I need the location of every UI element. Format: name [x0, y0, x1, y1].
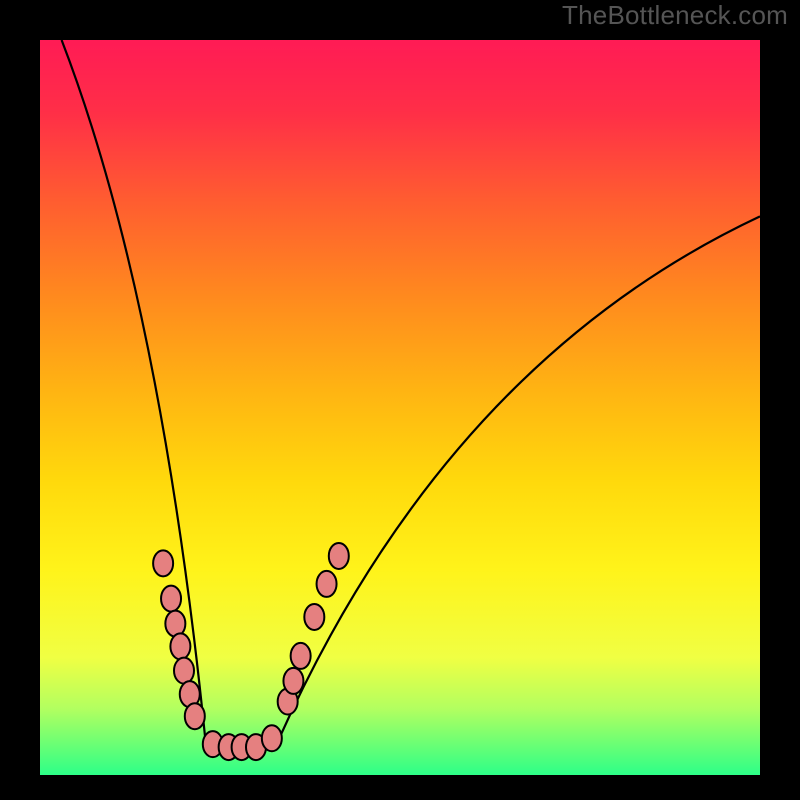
data-marker [304, 604, 324, 630]
data-marker [317, 571, 337, 597]
chart-root: TheBottleneck.com [0, 0, 800, 800]
data-marker [283, 668, 303, 694]
data-marker [153, 550, 173, 576]
chart-svg [0, 0, 800, 800]
data-marker [291, 643, 311, 669]
watermark-text: TheBottleneck.com [562, 0, 788, 31]
data-marker [262, 725, 282, 751]
data-marker [329, 543, 349, 569]
plot-background [40, 40, 760, 775]
data-marker [185, 703, 205, 729]
data-marker [170, 633, 190, 659]
data-marker [161, 586, 181, 612]
data-marker [174, 658, 194, 684]
